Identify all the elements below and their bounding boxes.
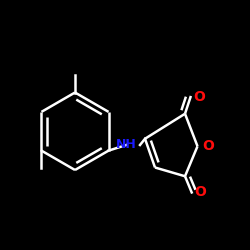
- Text: O: O: [195, 185, 206, 199]
- Text: O: O: [202, 139, 214, 153]
- Text: O: O: [194, 90, 205, 104]
- Text: NH: NH: [116, 138, 136, 151]
